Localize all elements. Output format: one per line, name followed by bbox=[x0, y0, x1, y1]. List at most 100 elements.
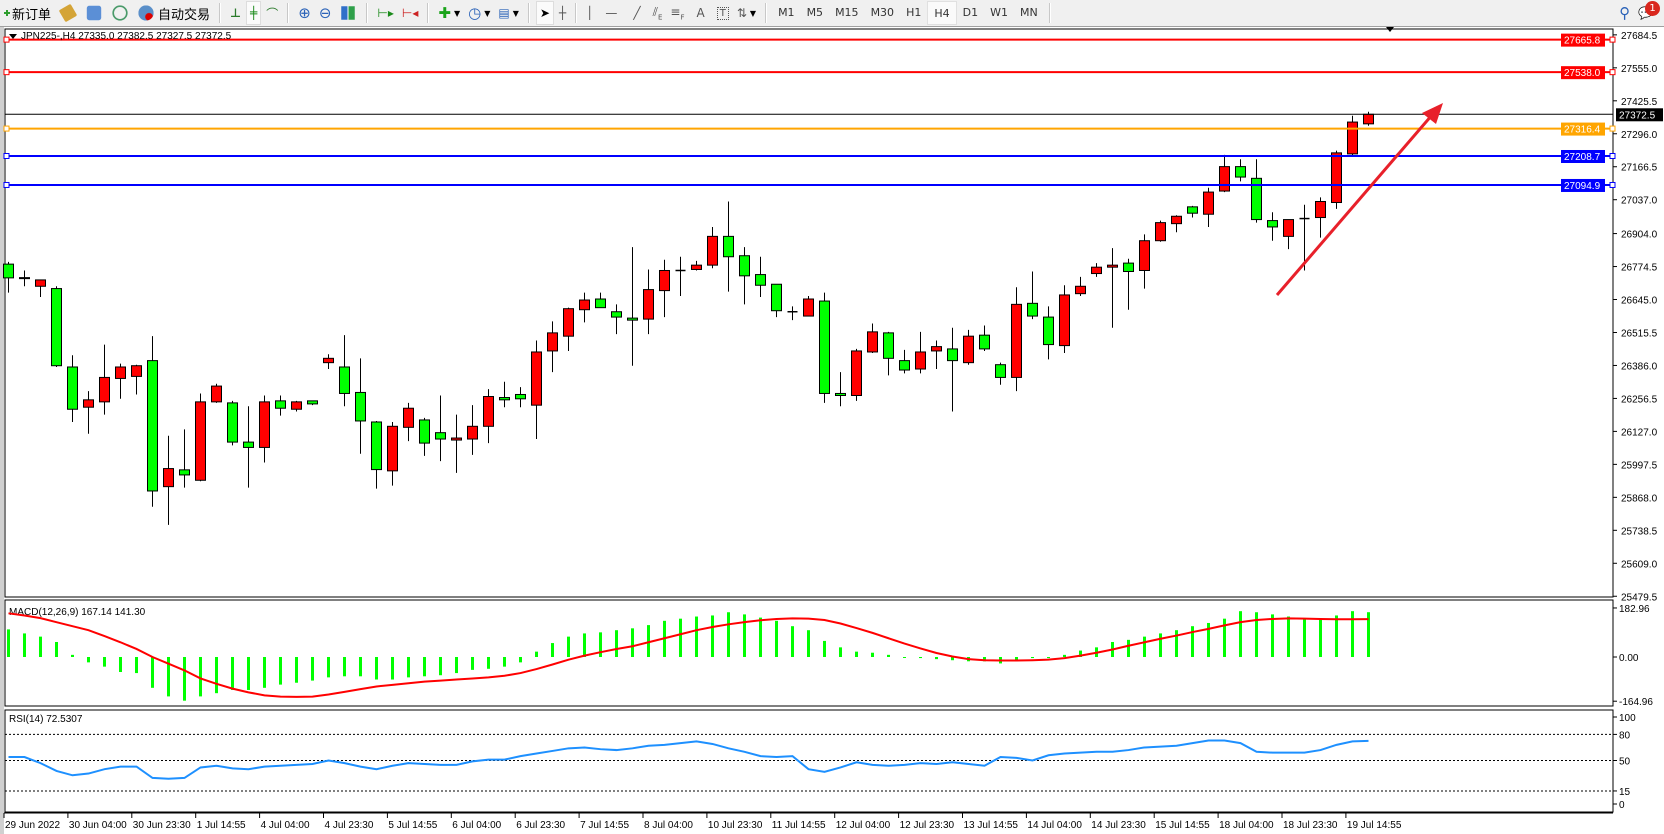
macd-histogram-bar bbox=[631, 628, 634, 657]
macd-histogram-bar bbox=[567, 636, 570, 657]
new-order-button[interactable]: 新订单 bbox=[1, 2, 54, 24]
periods-button[interactable]: ◷ ▼ bbox=[465, 2, 493, 24]
time-tick-label: 14 Jul 23:30 bbox=[1091, 820, 1146, 831]
bullish-candle-body bbox=[1075, 285, 1086, 295]
candlestick-chart-button[interactable]: ╪ bbox=[246, 1, 262, 25]
vertical-line-button[interactable]: │ bbox=[583, 2, 596, 24]
fibonacci-button[interactable]: ≡F bbox=[667, 2, 687, 24]
horizontal-line-button[interactable]: — bbox=[598, 2, 624, 24]
price-tick-label: 26256.5 bbox=[1621, 394, 1658, 405]
candle bbox=[1235, 159, 1246, 182]
bearish-candle-body bbox=[419, 419, 430, 444]
zoom-out-button[interactable]: ⊖ bbox=[316, 2, 335, 24]
timeframe-h4[interactable]: H4 bbox=[927, 1, 957, 25]
zoom-in-button[interactable]: ⊕ bbox=[295, 2, 314, 24]
terminal-button[interactable] bbox=[82, 2, 106, 24]
bar-chart-button[interactable]: ⊥ bbox=[227, 2, 244, 24]
macd-signal-line bbox=[8, 612, 1369, 698]
timeframe-w1[interactable]: W1 bbox=[990, 5, 1008, 19]
candle bbox=[915, 331, 926, 374]
macd-histogram-bar bbox=[1303, 618, 1306, 657]
timeframe-m5[interactable]: M5 bbox=[806, 5, 824, 19]
signals-button[interactable] bbox=[108, 2, 132, 24]
bullish-candle-body bbox=[1171, 215, 1182, 225]
macd-histogram-bar bbox=[1175, 630, 1178, 657]
trendline-button[interactable]: ╱ bbox=[626, 2, 647, 24]
macd-histogram-bar bbox=[535, 651, 538, 657]
text-label-button[interactable]: T bbox=[714, 2, 732, 24]
auto-scroll-button[interactable]: ⊢▸ bbox=[374, 2, 396, 24]
price-tick-label: 25609.0 bbox=[1621, 559, 1658, 570]
level-handle-left bbox=[3, 152, 10, 159]
candle bbox=[1123, 258, 1134, 310]
indicators-button[interactable]: ✚ ▼ bbox=[435, 2, 463, 24]
timeframe-h1[interactable]: H1 bbox=[906, 5, 922, 19]
macd-histogram-bar bbox=[983, 657, 986, 662]
line-chart-button[interactable]: ⌒ bbox=[263, 2, 281, 24]
macd-histogram-bar bbox=[327, 657, 330, 678]
macd-histogram-bar bbox=[1239, 611, 1242, 657]
macd-histogram-bar bbox=[1207, 622, 1210, 657]
candle bbox=[835, 372, 846, 407]
macd-histogram-bar bbox=[1287, 616, 1290, 657]
timeframe-d1[interactable]: D1 bbox=[962, 5, 979, 19]
macd-histogram-bar bbox=[599, 632, 602, 657]
candle bbox=[675, 256, 686, 296]
bearish-candle-body bbox=[835, 392, 846, 396]
timeframe-m15[interactable]: M15 bbox=[835, 5, 859, 19]
time-tick-label: 1 Jul 14:55 bbox=[197, 820, 246, 831]
auto-trading-button[interactable]: 自动交易 bbox=[134, 2, 213, 24]
bullish-candle-body bbox=[707, 235, 718, 266]
cursor-tool-button[interactable]: ➤ bbox=[535, 1, 554, 25]
bearish-candle-body bbox=[147, 360, 158, 492]
candle bbox=[1251, 159, 1262, 223]
macd-histogram-bar bbox=[135, 657, 138, 674]
timeframe-mn[interactable]: MN bbox=[1019, 5, 1038, 19]
text-tool-button[interactable]: A bbox=[690, 2, 712, 24]
price-tick-label: 25868.0 bbox=[1621, 493, 1658, 504]
history-center-button[interactable] bbox=[56, 2, 80, 24]
bearish-candle-body bbox=[243, 441, 254, 448]
time-tick-label: 30 Jun 04:00 bbox=[69, 820, 127, 831]
toolbar-separator bbox=[1048, 3, 1051, 23]
terminal-icon bbox=[86, 5, 102, 21]
tile-windows-button[interactable] bbox=[336, 2, 360, 24]
bearish-candle-body bbox=[435, 432, 446, 440]
candle bbox=[275, 395, 286, 416]
bullish-candle-body bbox=[83, 399, 94, 408]
equidistant-channel-button[interactable]: ⫽E bbox=[650, 2, 666, 24]
chart-shift-button[interactable]: ⊢◂ bbox=[399, 2, 421, 24]
macd-histogram-bar bbox=[679, 618, 682, 657]
bearish-candle-body bbox=[179, 469, 190, 476]
candle bbox=[1203, 187, 1214, 227]
level-price-tag bbox=[1561, 178, 1605, 192]
bearish-candle-body bbox=[723, 235, 734, 258]
bearish-candle-body bbox=[627, 317, 638, 321]
bearish-candle-body bbox=[3, 263, 14, 279]
timeframe-m1[interactable]: M1 bbox=[778, 5, 795, 19]
candle bbox=[867, 323, 878, 353]
bullish-candle-body bbox=[451, 437, 462, 441]
candle bbox=[435, 395, 446, 462]
templates-button[interactable]: ▤ ▼ bbox=[495, 2, 522, 24]
candle bbox=[899, 349, 910, 374]
macd-histogram-bar bbox=[695, 616, 698, 657]
bearish-candle-body bbox=[307, 400, 318, 405]
bullish-candle-body bbox=[1331, 152, 1342, 204]
crosshair-tool-button[interactable]: ┼ bbox=[556, 2, 569, 24]
macd-histogram-bar bbox=[23, 633, 26, 657]
timeframe-m30[interactable]: M30 bbox=[870, 5, 895, 19]
candle bbox=[1011, 287, 1022, 392]
candle bbox=[819, 292, 830, 403]
new-order-icon bbox=[4, 4, 10, 22]
level-handle-left bbox=[3, 125, 10, 132]
rsi-tick-label: 50 bbox=[1619, 757, 1631, 768]
search-button[interactable]: ⚲ bbox=[1616, 2, 1633, 24]
arrows-button[interactable]: ⇅ ▼ bbox=[734, 2, 759, 24]
macd-histogram-bar bbox=[647, 625, 650, 657]
search-icon: ⚲ bbox=[1619, 4, 1630, 22]
bullish-candle-body bbox=[547, 332, 558, 352]
bullish-candle-body bbox=[259, 401, 270, 448]
bearish-candle-body bbox=[1123, 262, 1134, 273]
